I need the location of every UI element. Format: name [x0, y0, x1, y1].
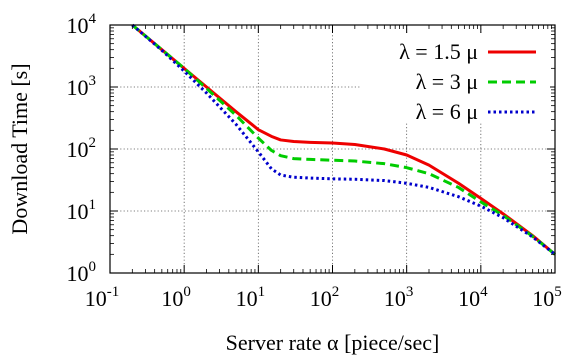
y-tick-label: 102: [67, 135, 97, 162]
x-tick-label: 102: [310, 284, 340, 311]
x-axis-title: Server rate α [piece/sec]: [226, 330, 440, 355]
y-tick-label: 104: [67, 11, 97, 38]
legend-label-2: λ = 3 μ: [416, 69, 478, 94]
y-axis-title: Download Time [s]: [7, 63, 32, 234]
y-tick-label: 100: [67, 259, 97, 286]
series-line-2: [131, 23, 556, 256]
x-tick-label: 10-1: [85, 284, 120, 311]
x-tick-label: 104: [458, 284, 488, 311]
x-tick-label: 105: [532, 284, 562, 311]
x-tick-label: 100: [161, 284, 191, 311]
x-tick-label: 101: [236, 284, 265, 311]
legend-label-3: λ = 6 μ: [416, 99, 478, 124]
x-tick-label: 103: [384, 284, 414, 311]
legend: λ = 1.5 μ λ = 3 μ λ = 6 μ: [360, 33, 550, 124]
legend-background: [360, 33, 550, 123]
y-tick-label: 103: [67, 73, 97, 100]
y-tick-label: 101: [67, 197, 97, 224]
series-lines: [131, 23, 556, 256]
axis-ticks: [109, 24, 556, 274]
legend-label-1: λ = 1.5 μ: [399, 39, 478, 64]
